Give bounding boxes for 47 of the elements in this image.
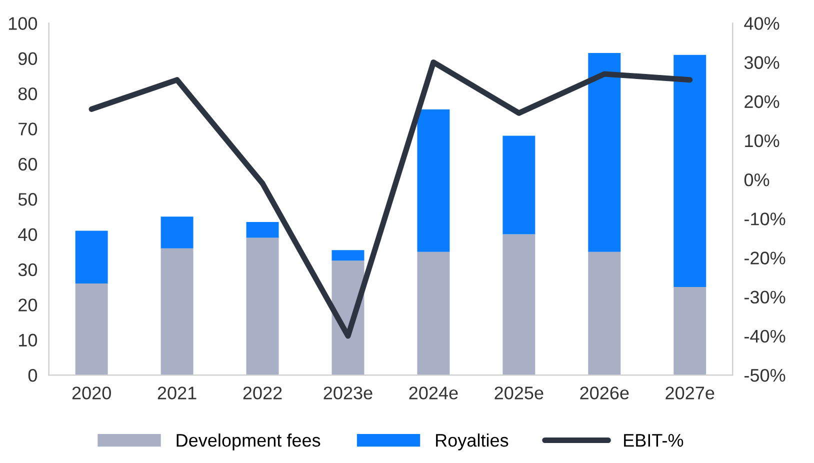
- x-tick-label: 2022: [243, 386, 282, 400]
- x-tick-label: 2020: [72, 386, 111, 400]
- bar: [332, 250, 364, 261]
- legend-label: Royalties: [436, 434, 508, 450]
- bar: [417, 252, 450, 376]
- y2-tick-label: 30%: [744, 56, 780, 69]
- y2-tick-label: -30%: [744, 290, 786, 304]
- y-tick-label: 30: [18, 263, 38, 276]
- y2-tick-label: 0%: [744, 173, 770, 186]
- x-tick-label: 2023e: [324, 386, 372, 400]
- x-tick-label: 2024e: [409, 386, 458, 400]
- bar: [246, 222, 279, 238]
- y-tick-label: 10: [19, 334, 38, 347]
- bar: [75, 284, 108, 376]
- y2-tick-label: -10%: [744, 212, 786, 226]
- y-tick-label: 20: [18, 298, 38, 312]
- x-tick-label: 2026e: [580, 386, 629, 400]
- bar: [502, 234, 536, 376]
- y-tick-label: 90: [18, 52, 38, 66]
- y-tick-label: 80: [18, 87, 38, 100]
- bar: [417, 109, 450, 252]
- bar: [674, 287, 706, 376]
- bar: [160, 216, 194, 248]
- bar: [674, 54, 706, 288]
- legend-label: Development fees: [176, 434, 320, 450]
- y-tick-label: 50: [18, 193, 38, 206]
- bar: [160, 248, 194, 376]
- x-tick-label: 2025e: [494, 386, 544, 400]
- legend-label: EBIT-%: [624, 434, 684, 447]
- y2-tick-label: 10%: [745, 134, 780, 148]
- x-tick-label: 2027e: [666, 386, 714, 400]
- x-tick-label: 2021: [158, 386, 196, 400]
- y2-tick-label: -50%: [744, 368, 786, 382]
- y2-tick-label: -20%: [744, 252, 786, 264]
- y-tick-label: 0: [28, 368, 38, 382]
- y-tick-label: 60: [18, 158, 38, 171]
- y-tick-label: 40: [18, 228, 38, 241]
- bar: [502, 136, 536, 234]
- y-tick-label: 70: [18, 122, 38, 136]
- bar: [246, 238, 279, 376]
- bar: [75, 230, 108, 284]
- bar: [588, 53, 621, 252]
- y-tick-label: 100: [8, 17, 38, 30]
- y2-tick-label: -40%: [744, 330, 786, 343]
- y2-tick-label: 20%: [744, 95, 780, 108]
- y2-tick-label: 40%: [744, 17, 780, 30]
- bar: [588, 252, 621, 376]
